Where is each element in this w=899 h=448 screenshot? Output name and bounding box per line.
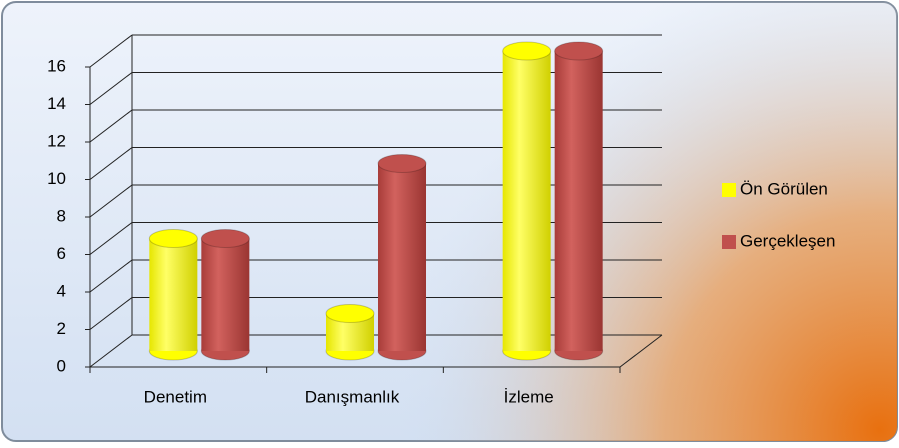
- legend-swatch: [722, 183, 736, 197]
- x-tick-label: Danışmanlık: [305, 387, 400, 406]
- x-tick-label: İzleme: [504, 387, 554, 406]
- grid-line: [89, 109, 133, 143]
- x-tick-label: Denetim: [144, 387, 207, 406]
- legend-label: Ön Görülen: [740, 179, 828, 198]
- bar: [149, 238, 198, 351]
- grid-line: [89, 184, 133, 218]
- bar: [554, 51, 603, 351]
- grid-line: [89, 147, 133, 180]
- y-tick-label: 6: [57, 244, 66, 263]
- bar-cap: [377, 154, 427, 173]
- legend-label: Gerçekleşen: [740, 231, 835, 250]
- bar: [378, 163, 426, 351]
- y-tick-label: 8: [57, 206, 66, 225]
- grid-line: [89, 34, 133, 68]
- y-tick-label: 16: [47, 56, 66, 75]
- y-tick-label: 12: [47, 131, 66, 150]
- y-tick-label: 10: [47, 169, 66, 188]
- background-glow: [2, 2, 897, 441]
- bar-cap: [502, 41, 552, 61]
- floor-edge: [619, 334, 663, 368]
- y-tick-label: 4: [57, 281, 66, 300]
- bar: [502, 51, 551, 351]
- grid-line: [89, 297, 133, 330]
- y-tick-label: 0: [57, 356, 66, 375]
- bar-cap: [148, 229, 198, 248]
- y-tick-label: 14: [47, 94, 66, 113]
- grid-line: [89, 222, 133, 255]
- bar-cap: [554, 41, 604, 61]
- bar: [201, 238, 250, 351]
- grid-line: [89, 72, 133, 105]
- legend-swatch: [722, 235, 736, 249]
- grid-line: [89, 259, 133, 293]
- bar-cap: [200, 229, 250, 248]
- bar-cap: [325, 304, 375, 323]
- grid-line: [89, 334, 133, 368]
- y-tick-label: 2: [57, 319, 66, 338]
